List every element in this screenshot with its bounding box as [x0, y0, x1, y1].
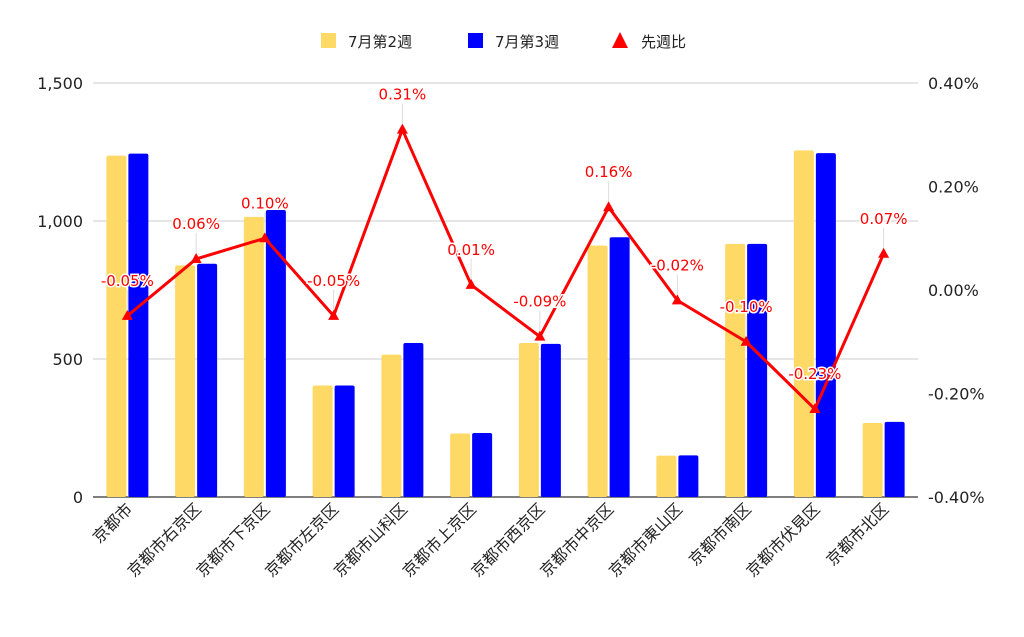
bar-week3	[472, 432, 493, 497]
y-left-tick-label: 1,000	[37, 212, 83, 231]
ratio-marker	[534, 330, 546, 341]
ratio-marker	[396, 123, 408, 134]
data-label: -0.02%	[651, 256, 704, 274]
bar-week2	[518, 342, 539, 497]
y-right-tick-label: -0.20%	[928, 385, 985, 404]
bar-week2	[243, 216, 264, 498]
data-label: 0.06%	[172, 215, 220, 233]
bar-week3	[609, 237, 630, 497]
bar-week2	[793, 150, 814, 497]
gridlines	[93, 82, 918, 498]
bar-week3	[334, 385, 355, 497]
y-right-tick-label: 0.20%	[928, 178, 979, 197]
ratio-marker	[878, 247, 890, 258]
bar-week2	[381, 354, 402, 497]
ratio-marker	[465, 278, 477, 289]
category-label: 京都市北区	[822, 499, 892, 569]
bar-week3	[197, 263, 218, 497]
legend-label-week3: 7月第3週	[495, 33, 559, 51]
bar-week3	[403, 342, 424, 497]
data-label: 0.01%	[447, 241, 495, 259]
data-label: -0.05%	[307, 272, 360, 290]
data-label: 0.31%	[379, 86, 427, 104]
ratio-marker	[328, 309, 340, 320]
bar-week3	[128, 153, 149, 497]
ratio-marker	[671, 294, 683, 305]
legend-label-ratio: 先週比	[641, 33, 686, 51]
bar-week2	[656, 455, 677, 497]
bar-week2	[450, 433, 471, 497]
y-left-tick-label: 0	[73, 488, 83, 507]
bars	[106, 150, 905, 498]
legend-label-week2: 7月第2週	[348, 33, 412, 51]
category-label: 京都市南区	[685, 499, 755, 569]
bar-week2	[587, 245, 608, 497]
bar-week3	[540, 343, 561, 497]
legend-swatch-week2	[321, 33, 336, 48]
bar-week3	[678, 455, 699, 497]
data-label: -0.23%	[788, 365, 841, 383]
legend: 7月第2週 7月第3週 先週比	[321, 32, 686, 51]
y-right-tick-label: -0.40%	[928, 488, 985, 507]
left-axis: 0 500 1,000 1,500	[37, 74, 83, 507]
right-axis: -0.40% -0.20% 0.00% 0.20% 0.40%	[928, 74, 985, 507]
bar-week3	[265, 209, 286, 497]
bar-week2	[175, 265, 196, 497]
legend-swatch-week3	[468, 33, 483, 48]
ratio-marker	[190, 252, 202, 263]
category-label: 京都市東山区	[605, 499, 686, 580]
y-left-tick-label: 500	[52, 350, 83, 369]
data-label: -0.09%	[513, 293, 566, 311]
legend-triangle-icon	[612, 32, 628, 48]
category-label: 京都市伏見区	[742, 499, 823, 580]
bar-week3	[884, 421, 905, 497]
line-series	[121, 123, 890, 414]
ratio-marker	[740, 335, 752, 346]
y-right-tick-label: 0.40%	[928, 74, 979, 93]
category-label: 京都市	[89, 499, 136, 546]
data-label: -0.05%	[101, 272, 154, 290]
ratio-marker	[259, 232, 271, 243]
category-axis: 京都市京都市右京区京都市下京区京都市左京区京都市山科区京都市上京区京都市西京区京…	[89, 499, 893, 580]
ratio-marker	[121, 309, 133, 320]
y-left-tick-label: 1,500	[37, 74, 83, 93]
data-label: 0.07%	[860, 210, 908, 228]
bar-week2	[106, 155, 127, 497]
bar-week3	[747, 243, 768, 497]
data-label: -0.10%	[720, 298, 773, 316]
y-right-tick-label: 0.00%	[928, 281, 979, 300]
bar-week2	[725, 243, 746, 497]
bar-week2	[862, 423, 883, 497]
bar-week3	[815, 153, 836, 497]
ratio-marker	[603, 201, 615, 212]
ratio-labels: -0.05% 0.06% 0.10% -0.05% 0.31% 0.01% -0.09% 0.…	[99, 84, 909, 404]
data-label: 0.10%	[241, 194, 289, 212]
bar-week2	[312, 385, 333, 497]
data-label: 0.16%	[585, 163, 633, 181]
ratio-marker	[809, 403, 821, 414]
ratio-line	[126, 128, 885, 411]
